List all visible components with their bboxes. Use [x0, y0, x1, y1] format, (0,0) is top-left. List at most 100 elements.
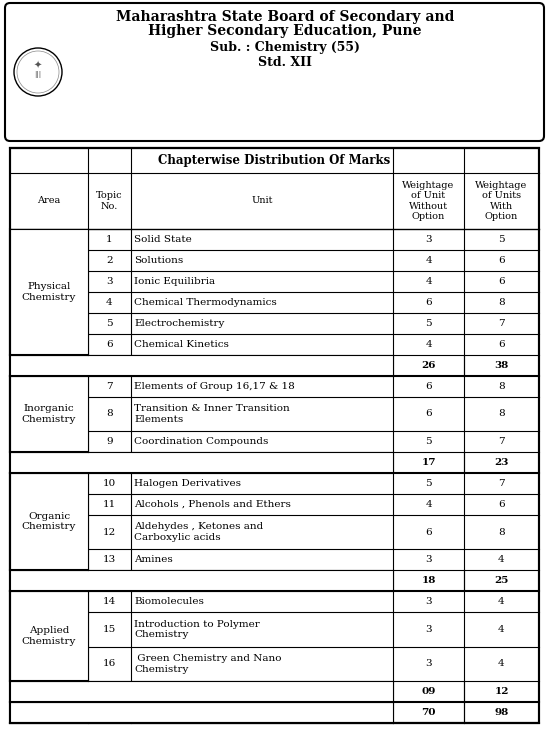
- Text: 4: 4: [425, 256, 432, 265]
- Text: 4: 4: [425, 340, 432, 349]
- Text: Std. XII: Std. XII: [258, 56, 312, 69]
- Text: 6: 6: [425, 528, 432, 537]
- Text: 6: 6: [425, 409, 432, 418]
- Text: 8: 8: [498, 382, 505, 391]
- Text: Transition & Inner Transition
Elements: Transition & Inner Transition Elements: [134, 404, 290, 424]
- Text: Higher Secondary Education, Pune: Higher Secondary Education, Pune: [148, 24, 422, 38]
- Text: 4: 4: [498, 556, 505, 564]
- Text: Applied
Chemistry: Applied Chemistry: [22, 626, 76, 646]
- Text: Solid State: Solid State: [134, 235, 192, 244]
- Text: Weightage
of Unit
Without
Option: Weightage of Unit Without Option: [402, 181, 455, 221]
- Text: 7: 7: [498, 437, 505, 446]
- Text: 9: 9: [106, 437, 113, 446]
- Text: 7: 7: [498, 319, 505, 328]
- Text: Chemical Thermodynamics: Chemical Thermodynamics: [134, 298, 277, 307]
- Text: Chapterwise Distribution Of Marks: Chapterwise Distribution Of Marks: [158, 154, 391, 167]
- Text: Aldehydes , Ketones and
Carboxylic acids: Aldehydes , Ketones and Carboxylic acids: [134, 523, 264, 542]
- Text: 8: 8: [106, 409, 113, 418]
- Text: 70: 70: [421, 708, 436, 717]
- Text: Inorganic
Chemistry: Inorganic Chemistry: [22, 404, 76, 424]
- Text: Biomolecules: Biomolecules: [134, 597, 204, 606]
- Text: 7: 7: [498, 479, 505, 488]
- Text: 98: 98: [495, 708, 508, 717]
- Text: 6: 6: [425, 298, 432, 307]
- Text: Coordination Compounds: Coordination Compounds: [134, 437, 268, 446]
- Text: 6: 6: [425, 382, 432, 391]
- Text: 13: 13: [103, 556, 116, 564]
- Text: |||: |||: [35, 70, 42, 77]
- Text: Ionic Equilibria: Ionic Equilibria: [134, 277, 215, 286]
- Bar: [10, 148, 539, 723]
- Text: 6: 6: [106, 340, 113, 349]
- Text: Introduction to Polymer
Chemistry: Introduction to Polymer Chemistry: [134, 620, 260, 639]
- FancyBboxPatch shape: [5, 3, 544, 141]
- Text: Area: Area: [37, 197, 60, 205]
- Text: 6: 6: [498, 277, 505, 286]
- Text: 3: 3: [425, 625, 432, 634]
- Text: Unit: Unit: [251, 197, 273, 205]
- Text: 12: 12: [494, 687, 509, 696]
- Text: 4: 4: [498, 659, 505, 668]
- Text: Physical
Chemistry: Physical Chemistry: [22, 282, 76, 302]
- Text: Halogen Derivatives: Halogen Derivatives: [134, 479, 241, 488]
- Text: 8: 8: [498, 298, 505, 307]
- Text: ✦: ✦: [34, 61, 42, 71]
- Text: 14: 14: [103, 597, 116, 606]
- Bar: [10, 230, 88, 355]
- Text: 17: 17: [421, 458, 436, 467]
- Bar: [10, 473, 88, 570]
- Text: Amines: Amines: [134, 556, 173, 564]
- Text: 26: 26: [421, 361, 436, 370]
- Text: 4: 4: [425, 500, 432, 509]
- Text: 4: 4: [498, 597, 505, 606]
- Text: 18: 18: [421, 576, 436, 586]
- Text: 7: 7: [106, 382, 113, 391]
- Text: 5: 5: [106, 319, 113, 328]
- Bar: [10, 376, 88, 452]
- Bar: [10, 591, 88, 681]
- Text: 3: 3: [425, 556, 432, 564]
- Text: 6: 6: [498, 340, 505, 349]
- Text: 4: 4: [425, 277, 432, 286]
- Text: Chemical Kinetics: Chemical Kinetics: [134, 340, 229, 349]
- Text: 09: 09: [421, 687, 436, 696]
- Text: Organic
Chemistry: Organic Chemistry: [22, 512, 76, 531]
- Text: Electrochemistry: Electrochemistry: [134, 319, 225, 328]
- Text: 4: 4: [498, 625, 505, 634]
- Bar: [10, 570, 393, 591]
- Text: Weightage
of Units
With
Option: Weightage of Units With Option: [475, 181, 528, 221]
- Text: 3: 3: [425, 659, 432, 668]
- Bar: [10, 681, 393, 702]
- Bar: [10, 702, 393, 723]
- Bar: [10, 452, 393, 473]
- Text: 23: 23: [494, 458, 509, 467]
- Text: 5: 5: [425, 479, 432, 488]
- Text: 1: 1: [106, 235, 113, 244]
- Text: 2: 2: [106, 256, 113, 265]
- Text: Solutions: Solutions: [134, 256, 183, 265]
- Text: 8: 8: [498, 528, 505, 537]
- Text: 3: 3: [425, 597, 432, 606]
- Text: 15: 15: [103, 625, 116, 634]
- Text: 6: 6: [498, 500, 505, 509]
- Text: 5: 5: [425, 437, 432, 446]
- Text: 12: 12: [103, 528, 116, 537]
- Text: 3: 3: [425, 235, 432, 244]
- Bar: [10, 148, 539, 723]
- Text: Elements of Group 16,17 & 18: Elements of Group 16,17 & 18: [134, 382, 295, 391]
- Text: 3: 3: [106, 277, 113, 286]
- Text: Topic
No.: Topic No.: [96, 192, 123, 211]
- Text: 38: 38: [495, 361, 508, 370]
- Text: 11: 11: [103, 500, 116, 509]
- Text: 25: 25: [494, 576, 509, 586]
- Text: 6: 6: [498, 256, 505, 265]
- Circle shape: [14, 48, 62, 96]
- Text: 5: 5: [425, 319, 432, 328]
- Text: Alcohols , Phenols and Ethers: Alcohols , Phenols and Ethers: [134, 500, 291, 509]
- Text: 10: 10: [103, 479, 116, 488]
- Text: Green Chemistry and Nano
Chemistry: Green Chemistry and Nano Chemistry: [134, 654, 282, 673]
- Text: Maharashtra State Board of Secondary and: Maharashtra State Board of Secondary and: [116, 10, 454, 24]
- Text: 16: 16: [103, 659, 116, 668]
- Text: 4: 4: [106, 298, 113, 307]
- Text: 8: 8: [498, 409, 505, 418]
